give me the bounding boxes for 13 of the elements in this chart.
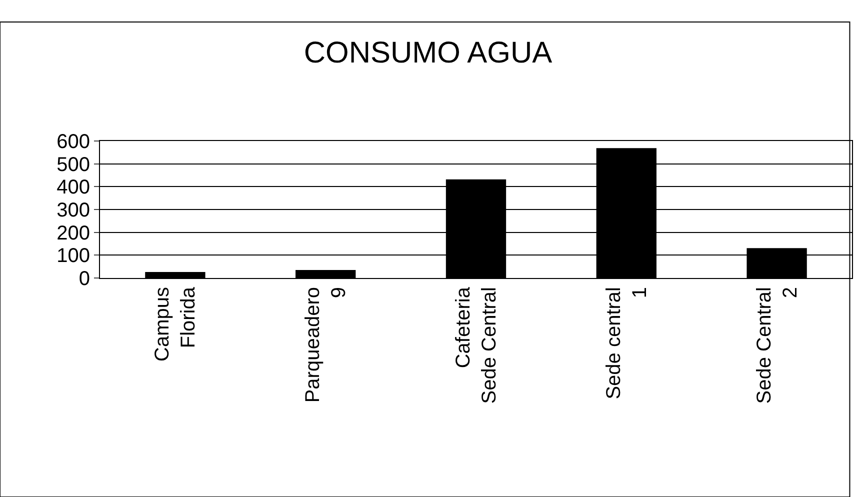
chart-title: CONSUMO AGUA [304, 36, 552, 70]
y-tick-label: 500 [56, 154, 90, 176]
x-tick-label: Sede Central 2 [753, 287, 802, 404]
y-tick-label: 0 [78, 268, 90, 290]
y-tick-label: 400 [56, 176, 90, 199]
y-tick-label: 300 [56, 200, 90, 222]
x-tick-label: Campus Florida [152, 286, 200, 362]
y-tick-label: 100 [56, 245, 90, 268]
y-tick-label: 200 [56, 222, 90, 244]
x-tick-label: Parqueadero 9 [302, 287, 350, 403]
x-tick-label: Cafeteria Sede Central [452, 286, 500, 404]
y-tick-label: 600 [56, 131, 90, 153]
x-tick-label: Sede central 1 [602, 287, 651, 400]
